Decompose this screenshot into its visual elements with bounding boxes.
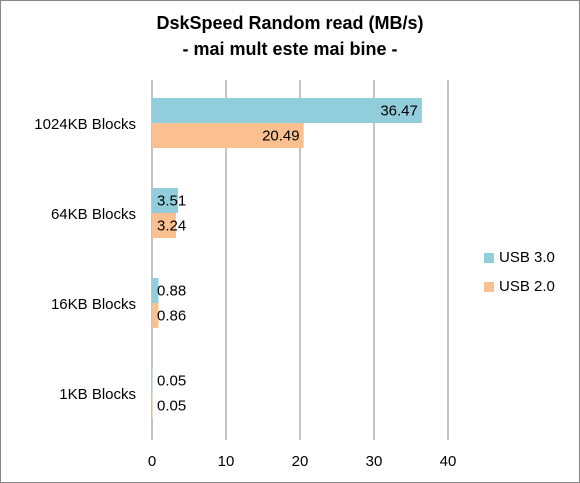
data-label: 36.47 bbox=[380, 102, 418, 119]
data-label: 0.05 bbox=[157, 372, 186, 389]
legend-label: USB 2.0 bbox=[499, 278, 555, 295]
data-label: 3.51 bbox=[157, 192, 186, 209]
chart-subtitle: - mai mult este mai bine - bbox=[182, 39, 397, 59]
y-tick-label: 64KB Blocks bbox=[51, 206, 136, 223]
data-label: 3.24 bbox=[157, 217, 186, 234]
bar bbox=[152, 98, 422, 123]
bar bbox=[152, 188, 178, 213]
legend-label: USB 3.0 bbox=[499, 249, 555, 266]
x-tick-label: 10 bbox=[218, 453, 235, 470]
bar bbox=[152, 123, 304, 148]
data-label: 20.49 bbox=[262, 127, 300, 144]
x-tick-label: 30 bbox=[366, 453, 383, 470]
bar bbox=[152, 303, 159, 328]
x-tick-label: 20 bbox=[292, 453, 309, 470]
y-tick-label: 1KB Blocks bbox=[59, 386, 136, 403]
data-label: 0.05 bbox=[157, 397, 186, 414]
x-tick-label: 40 bbox=[440, 453, 457, 470]
chart-title: DskSpeed Random read (MB/s) bbox=[156, 13, 423, 33]
data-label: 0.88 bbox=[157, 282, 186, 299]
data-label: 0.86 bbox=[157, 307, 186, 324]
bar bbox=[152, 278, 159, 303]
legend-swatch bbox=[484, 282, 494, 292]
y-tick-label: 16KB Blocks bbox=[51, 296, 136, 313]
legend-swatch bbox=[484, 253, 494, 263]
x-tick-label: 0 bbox=[148, 453, 156, 470]
y-tick-label: 1024KB Blocks bbox=[34, 116, 136, 133]
bar bbox=[152, 213, 176, 238]
